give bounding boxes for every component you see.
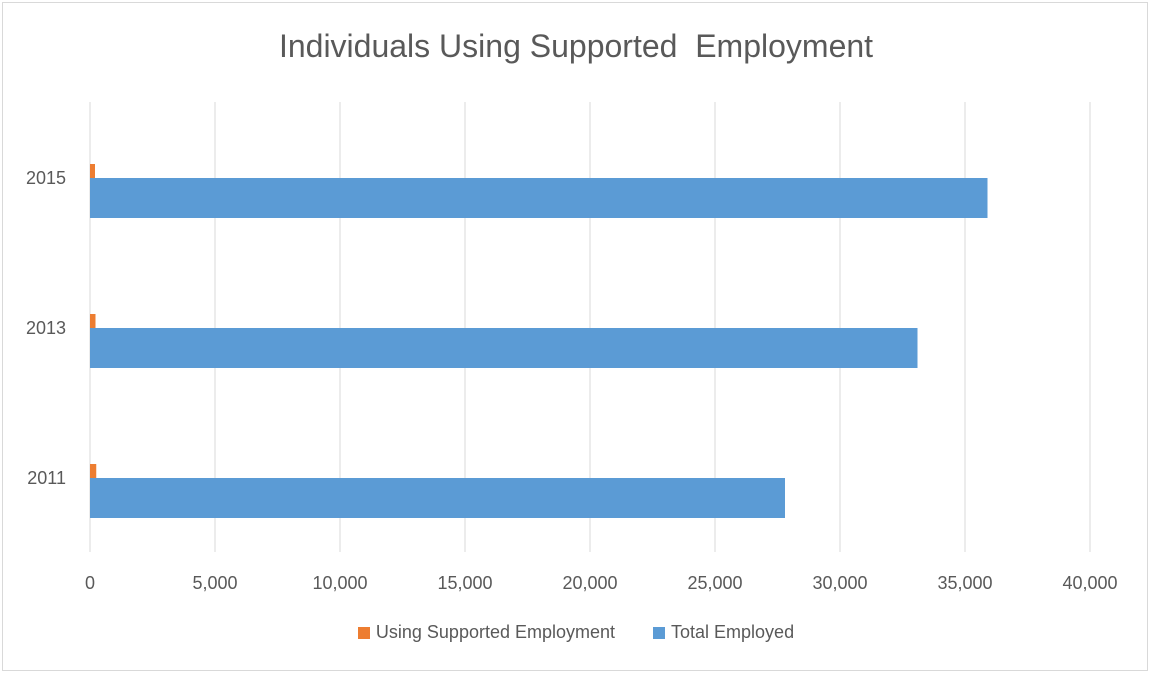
y-tick-label: 2015 bbox=[26, 168, 66, 188]
x-tick-labels: 0 5,000 10,000 15,000 20,000 25,000 30,000 35,0… bbox=[85, 573, 1118, 593]
x-tick-label: 5,000 bbox=[192, 573, 237, 593]
bars bbox=[90, 164, 988, 518]
legend-item-total: Total Employed bbox=[653, 622, 794, 643]
legend-label-supported: Using Supported Employment bbox=[375, 622, 616, 642]
x-tick-label: 30,000 bbox=[812, 573, 867, 593]
bar-total-employed bbox=[90, 178, 988, 218]
x-tick-label: 25,000 bbox=[687, 573, 742, 593]
y-tick-label: 2011 bbox=[27, 468, 66, 488]
bar-using-supported-employment bbox=[90, 314, 96, 328]
x-tick-label: 0 bbox=[85, 573, 95, 593]
bar-using-supported-employment bbox=[90, 164, 95, 178]
legend-label-total: Total Employed bbox=[671, 622, 795, 642]
legend-swatch-total bbox=[653, 626, 666, 639]
x-tick-label: 35,000 bbox=[937, 573, 992, 593]
x-tick-label: 20,000 bbox=[562, 573, 617, 593]
legend-item-supported: Using Supported Employment bbox=[357, 622, 616, 643]
bar-total-employed bbox=[90, 478, 785, 518]
legend: Using Supported Employment Total Employe… bbox=[0, 622, 1152, 643]
y-tick-label: 2013 bbox=[26, 318, 66, 338]
x-tick-label: 40,000 bbox=[1062, 573, 1117, 593]
bar-total-employed bbox=[90, 328, 918, 368]
x-tick-label: 10,000 bbox=[312, 573, 367, 593]
chart-title: Individuals Using Supported Employment bbox=[278, 28, 874, 64]
x-tick-label: 15,000 bbox=[437, 573, 492, 593]
bar-using-supported-employment bbox=[90, 464, 97, 478]
y-tick-labels: 2011 2013 2015 bbox=[26, 168, 66, 488]
legend-swatch-supported bbox=[357, 626, 370, 639]
